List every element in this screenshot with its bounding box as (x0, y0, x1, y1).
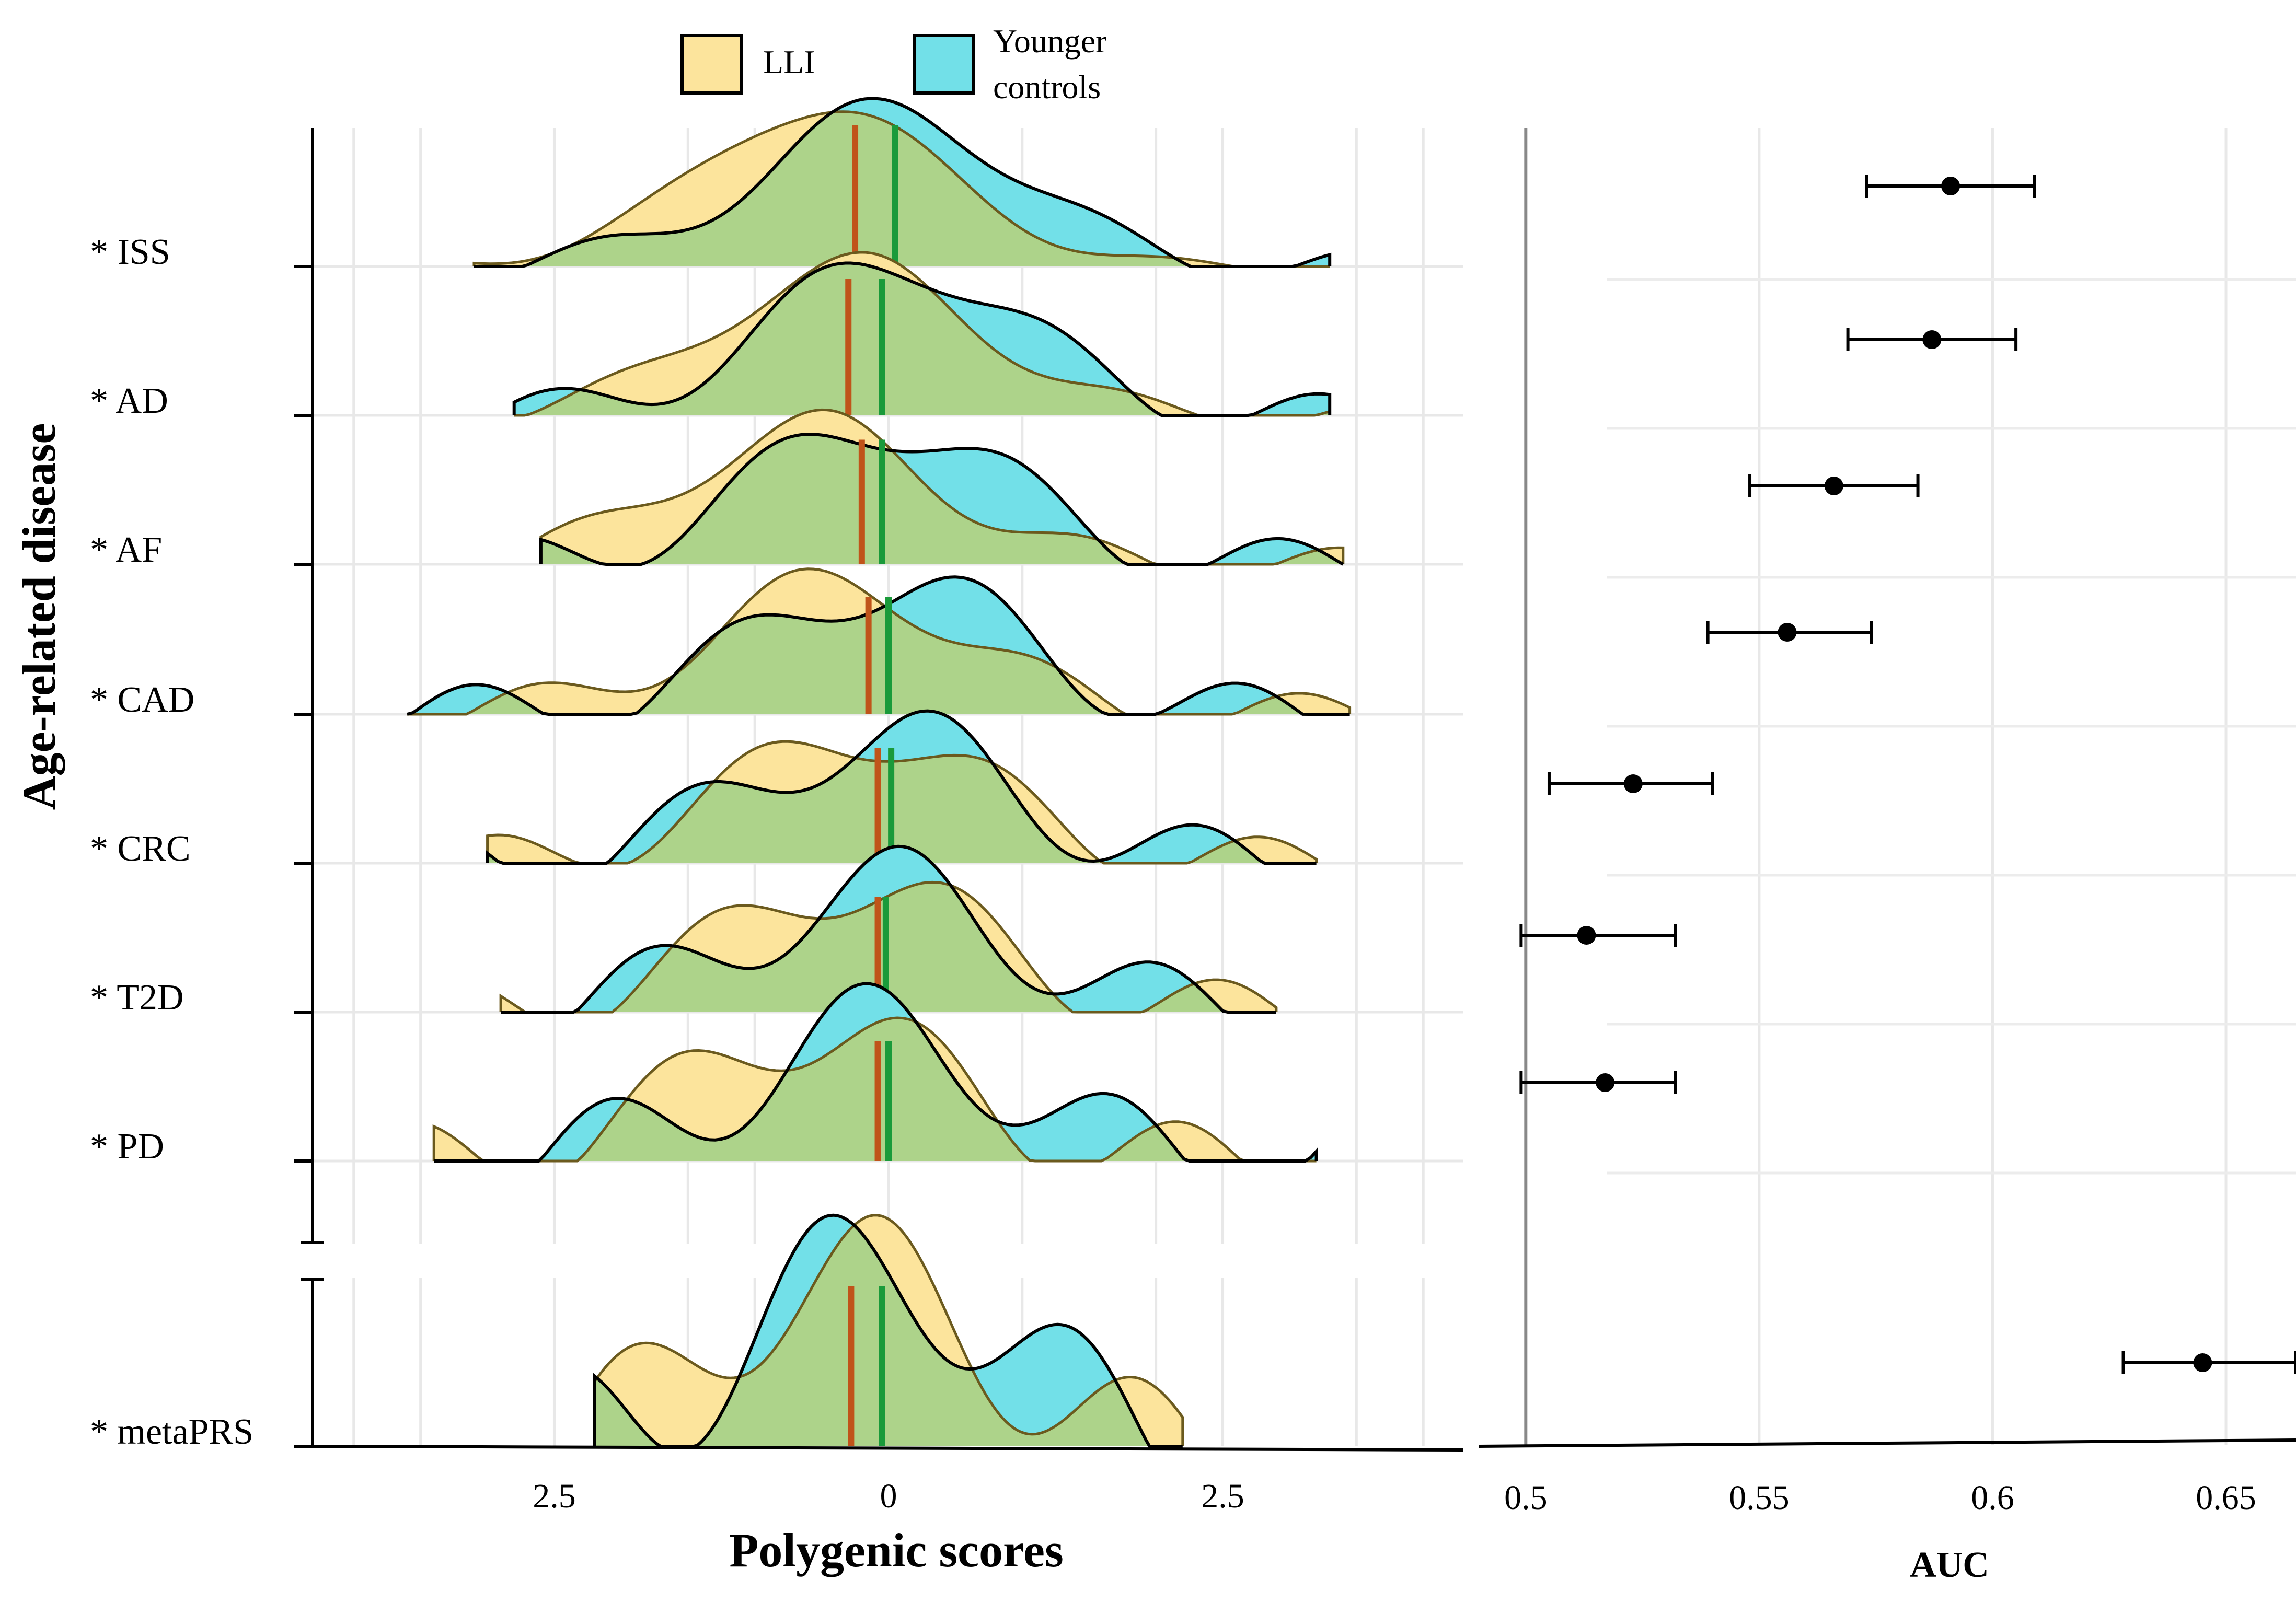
density-outline-lli-metaprs (593, 1214, 1184, 1446)
legend-label-lli: LLI (763, 43, 815, 80)
density-outline-younger-controls-cad (407, 575, 1350, 716)
auc-point-t2d (1577, 926, 1596, 945)
density-outline-younger-controls-t2d (501, 844, 1276, 1014)
x-axis-title-auc: AUC (1910, 1545, 1989, 1585)
ridgeline-plot (407, 97, 1352, 1448)
legend-swatch-lli (680, 34, 743, 95)
y-tick-label-af: * AF (90, 530, 162, 570)
auc-errorbar-plot: 0.5 0.55 0.6 0.65 (1479, 128, 2296, 1517)
density-outline-lli-af (539, 408, 1345, 566)
auc-point-af (1824, 477, 1843, 495)
x-tick-label: 0 (880, 1477, 897, 1515)
y-tick-label-ad: * AD (90, 381, 168, 421)
density-outline-younger-controls-iss (474, 97, 1332, 268)
auc-point-cad (1778, 623, 1797, 642)
x-tick-label: 2.5 (1201, 1477, 1244, 1515)
x-tick-label: 2.5 (533, 1477, 576, 1515)
auc-point-metaprs (2193, 1353, 2212, 1372)
density-overlap-crc (487, 755, 1317, 863)
legend-swatch-younger-controls (913, 34, 975, 95)
density-outline-younger-controls-crc (486, 709, 1317, 865)
y-tick-label-cad: * CAD (90, 680, 194, 720)
density-outline-lli-crc (486, 740, 1318, 865)
x-tick-label-auc: 0.55 (1729, 1479, 1790, 1517)
density-outline-younger-controls-ad (512, 261, 1332, 417)
auc-point-iss (1941, 177, 1960, 195)
density-outline-lli-iss (472, 110, 1330, 268)
left-axes: * ISS * AD * AF * CAD * CRC * T2D * PD * metaPR… (90, 128, 1464, 1515)
y-tick-label-pd: * PD (90, 1127, 164, 1167)
x-axis-line (312, 1445, 1464, 1452)
auc-point-pd (1596, 1073, 1615, 1092)
density-overlap-cad (407, 606, 1350, 714)
x-tick-label-auc: 0.6 (1971, 1479, 2014, 1517)
y-tick-label-t2d: * T2D (90, 978, 184, 1018)
x-axis-line-auc (1479, 1438, 2296, 1448)
right-gridlines (1607, 128, 2296, 1445)
legend-label-younger-controls: Younger controls (993, 22, 1115, 106)
y-tick-label-iss: * ISS (90, 232, 170, 272)
legend: LLI Younger controls (680, 22, 1115, 106)
density-overlap-af (540, 434, 1343, 564)
density-outline-lli-cad (407, 567, 1352, 716)
density-outline-lli-pd (432, 1016, 1317, 1163)
density-overlap-ad (514, 263, 1330, 415)
density-outline-younger-controls-pd (434, 982, 1318, 1163)
density-outline-lli-t2d (499, 880, 1278, 1014)
auc-point-ad (1922, 330, 1942, 349)
y-axis-title: Age-related disease (14, 423, 65, 810)
auc-point-crc (1623, 774, 1643, 793)
y-tick-label-crc: * CRC (90, 829, 191, 869)
density-overlap-iss (474, 111, 1330, 266)
y-tick-label-metaprs: * metaPRS (90, 1412, 253, 1452)
x-axis-title-polygenic-scores: Polygenic scores (729, 1524, 1064, 1577)
density-overlap-metaprs (594, 1226, 1183, 1446)
x-tick-label-auc: 0.5 (1504, 1479, 1548, 1517)
density-outline-younger-controls-af (539, 433, 1344, 566)
x-tick-label-auc: 0.65 (2196, 1479, 2256, 1517)
